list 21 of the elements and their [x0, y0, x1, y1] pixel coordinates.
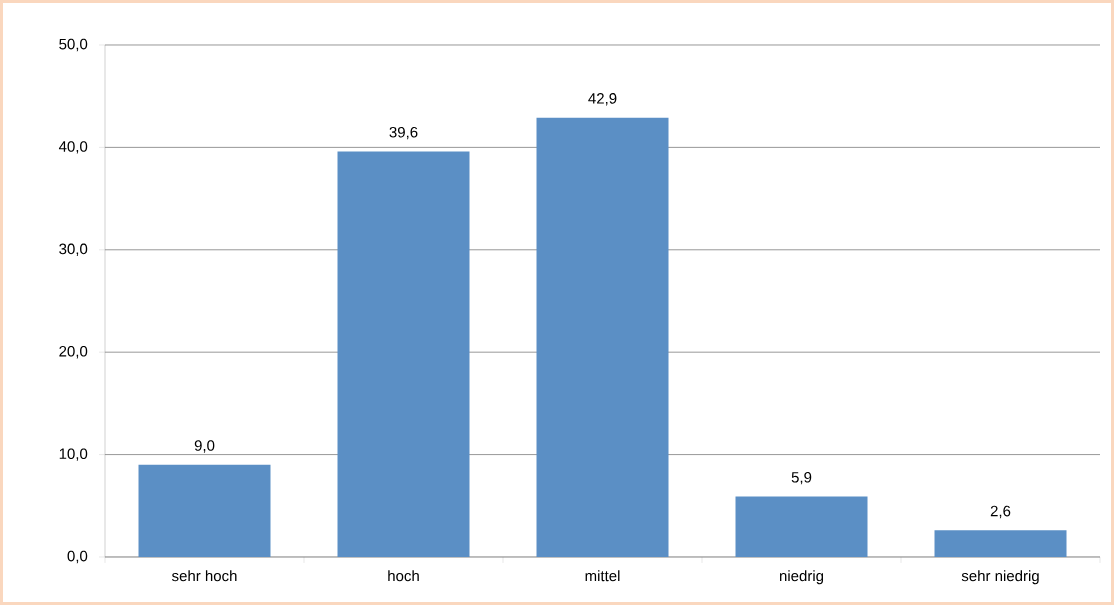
- data-label: 9,0: [194, 440, 215, 453]
- bar: [934, 530, 1067, 557]
- y-tick-label: 40,0: [58, 141, 88, 154]
- bar: [536, 117, 669, 557]
- bar: [337, 151, 470, 557]
- data-label: 39,6: [389, 126, 418, 140]
- data-label: 5,9: [791, 471, 812, 485]
- x-tick-label: mittel: [585, 570, 620, 582]
- data-label: 2,6: [990, 505, 1011, 519]
- data-label: 42,9: [588, 93, 617, 106]
- y-tick-label: 0,0: [67, 550, 88, 564]
- x-tick-label: sehr niedrig: [961, 570, 1039, 585]
- y-tick-label: 50,0: [59, 38, 88, 52]
- y-tick-label: 10,0: [59, 448, 88, 461]
- x-tick-label: niedrig: [779, 570, 824, 585]
- y-tick-label: 30,0: [59, 243, 88, 256]
- x-tick-label: sehr hoch: [171, 570, 237, 582]
- y-tick-label: 20,0: [59, 345, 88, 359]
- bar: [735, 496, 868, 557]
- bar: [138, 464, 271, 557]
- x-tick-label: hoch: [388, 570, 419, 582]
